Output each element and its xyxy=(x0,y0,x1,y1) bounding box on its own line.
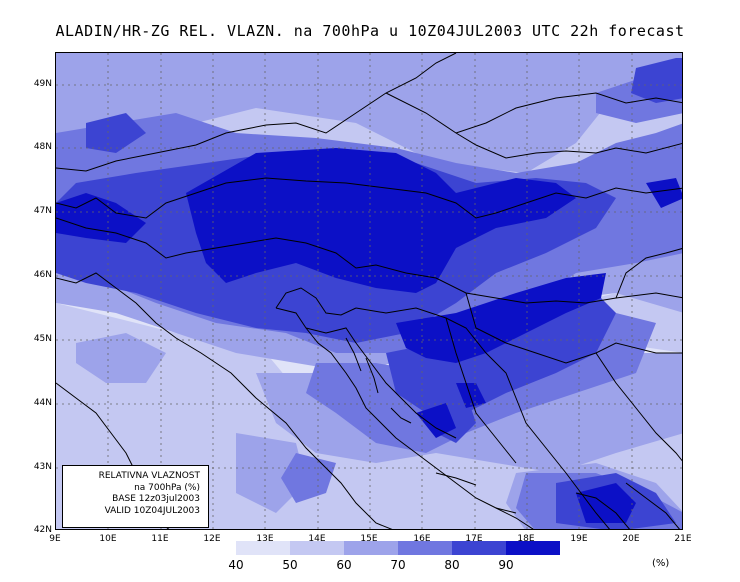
lon-label: 13E xyxy=(256,534,274,544)
lon-label: 11E xyxy=(151,534,169,544)
lat-label: 44N xyxy=(33,398,52,408)
colorbar-swatch-80 xyxy=(452,541,506,555)
lon-label: 19E xyxy=(570,534,588,544)
lon-label: 16E xyxy=(413,534,431,544)
info-line-valid: VALID 10Z04JUL2003 xyxy=(104,505,200,516)
lon-label: 21E xyxy=(674,534,692,544)
lat-label: 42N xyxy=(33,525,52,535)
colorbar-label: 80 xyxy=(444,558,460,572)
info-box: RELATIVNA VLAZNOST na 700hPa (%) BASE 12… xyxy=(62,465,209,528)
colorbar-swatch-70 xyxy=(398,541,452,555)
colorbar-swatch-60 xyxy=(344,541,398,555)
humidity-band-90 xyxy=(56,148,682,523)
colorbar-swatch-40 xyxy=(236,541,290,555)
lat-label: 47N xyxy=(33,206,52,216)
lon-label: 17E xyxy=(465,534,483,544)
colorbar-label: 70 xyxy=(390,558,406,572)
info-line-level: na 700hPa (%) xyxy=(134,482,200,493)
colorbar-label: 40 xyxy=(228,558,244,572)
colorbar-swatch-50 xyxy=(290,541,344,555)
lon-label: 14E xyxy=(308,534,326,544)
lat-label: 49N xyxy=(33,79,52,89)
lon-label: 12E xyxy=(203,534,221,544)
colorbar-swatch-90 xyxy=(506,541,560,555)
coastlines-borders xyxy=(56,53,682,529)
lat-lon-grid xyxy=(56,53,682,529)
info-line-title: RELATIVNA VLAZNOST xyxy=(98,471,200,481)
lon-label: 18E xyxy=(517,534,535,544)
colorbar-unit: (%) xyxy=(652,558,670,569)
colorbar-label: 60 xyxy=(336,558,352,572)
lat-label: 45N xyxy=(33,334,52,344)
lon-label: 9E xyxy=(49,534,61,544)
lon-label: 20E xyxy=(622,534,640,544)
colorbar-label: 90 xyxy=(498,558,514,572)
humidity-field xyxy=(56,53,682,529)
lat-label: 48N xyxy=(33,142,52,152)
lat-label: 43N xyxy=(33,462,52,472)
map-title: ALADIN/HR-ZG REL. VLAZN. na 700hPa u 10Z… xyxy=(55,22,685,40)
humidity-map xyxy=(55,52,683,530)
lat-label: 46N xyxy=(33,270,52,280)
lon-label: 10E xyxy=(99,534,117,544)
info-line-base: BASE 12z03jul2003 xyxy=(112,494,200,504)
lon-label: 15E xyxy=(360,534,378,544)
colorbar-label: 50 xyxy=(282,558,298,572)
